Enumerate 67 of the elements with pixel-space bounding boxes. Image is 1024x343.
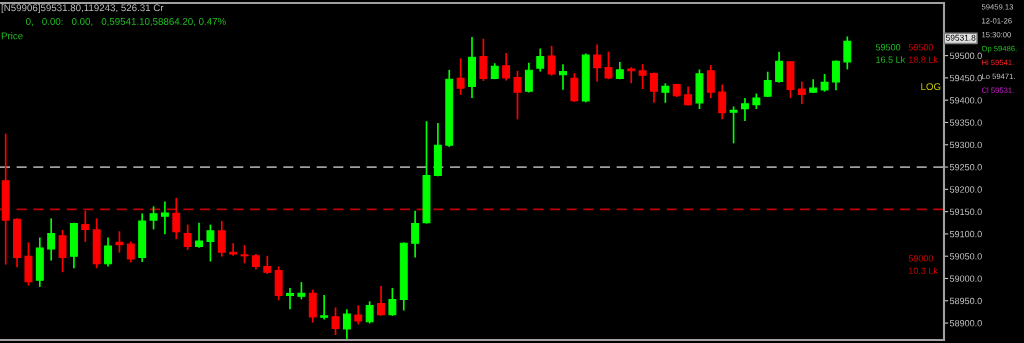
y-tick-label: 59000.0	[949, 275, 982, 282]
candlestick	[763, 71, 772, 98]
candlestick	[706, 65, 715, 98]
candlestick	[149, 206, 158, 230]
candlestick	[570, 73, 579, 102]
candlestick	[308, 289, 317, 323]
y-tick-label: 59350.0	[949, 119, 982, 126]
candlestick	[513, 70, 522, 120]
candlestick	[160, 201, 169, 235]
candlestick	[286, 287, 294, 310]
candlestick	[729, 106, 738, 144]
y-tick-label: 59250.0	[949, 164, 982, 171]
candlestick	[627, 67, 636, 84]
candlestick	[775, 51, 784, 83]
candlestick	[47, 218, 56, 261]
candlestick	[365, 301, 374, 324]
candlestick	[58, 229, 67, 273]
candlestick	[740, 98, 749, 122]
candlestick	[502, 52, 511, 81]
text: 59531.8	[946, 34, 976, 41]
candlestick	[377, 286, 385, 316]
y-tick-label: 59300.0	[949, 141, 982, 149]
candlestick	[320, 295, 329, 320]
candlestick	[456, 58, 465, 95]
y-tick-label: 59100.0	[949, 230, 982, 238]
candlestick	[718, 84, 727, 120]
candlestick	[604, 51, 613, 80]
annotation: LOG	[921, 83, 941, 91]
candlestick	[206, 224, 215, 262]
candlestick	[593, 44, 602, 82]
annotation: 59500 18.8 Lk	[908, 44, 938, 63]
candlestick	[843, 36, 852, 70]
y-tick-label: 59150.0	[949, 208, 982, 215]
annotation: 59500 16.5 Lk	[875, 44, 906, 63]
candlestick	[411, 210, 420, 258]
candlestick	[126, 241, 135, 263]
candlestick	[115, 231, 124, 253]
candlestick	[559, 64, 567, 90]
chart-title: [N59906]59531.80,119243, 526.31 Cr	[1, 4, 164, 14]
candlestick	[183, 224, 192, 250]
candlestick	[547, 45, 556, 76]
candlestick	[536, 48, 545, 72]
annotation: Price	[1, 32, 23, 40]
y-tick-label: 59400.0	[949, 97, 982, 104]
candlestick	[104, 237, 113, 267]
candlestick	[229, 243, 238, 256]
candlestick	[342, 309, 351, 340]
candlestick	[831, 60, 840, 91]
candlestick	[172, 197, 181, 240]
y-tick-label: 59450.0	[949, 74, 982, 82]
candlestick	[388, 287, 397, 316]
candlestick	[331, 307, 340, 336]
annotation: 59000 10.3 Lk	[908, 255, 938, 274]
y-tick-label: 59500.0	[949, 52, 982, 59]
candlestick	[524, 62, 533, 93]
y-tick-label: 58900.0	[949, 320, 982, 327]
candlestick	[217, 221, 226, 257]
candlestick	[638, 64, 647, 89]
y-tick-label: 59200.0	[949, 186, 982, 193]
candlestick	[195, 222, 204, 248]
candlestick	[650, 72, 658, 103]
y-tick-label: 58950.0	[949, 297, 982, 305]
candlestick	[81, 210, 90, 242]
candlestick	[479, 38, 488, 81]
y-tick-label: 59050.0	[949, 253, 982, 260]
candlestick	[797, 81, 806, 105]
text: 0, 0.00: 0.00, 0,59541.10,58864.20, 0.47%	[25, 18, 226, 27]
